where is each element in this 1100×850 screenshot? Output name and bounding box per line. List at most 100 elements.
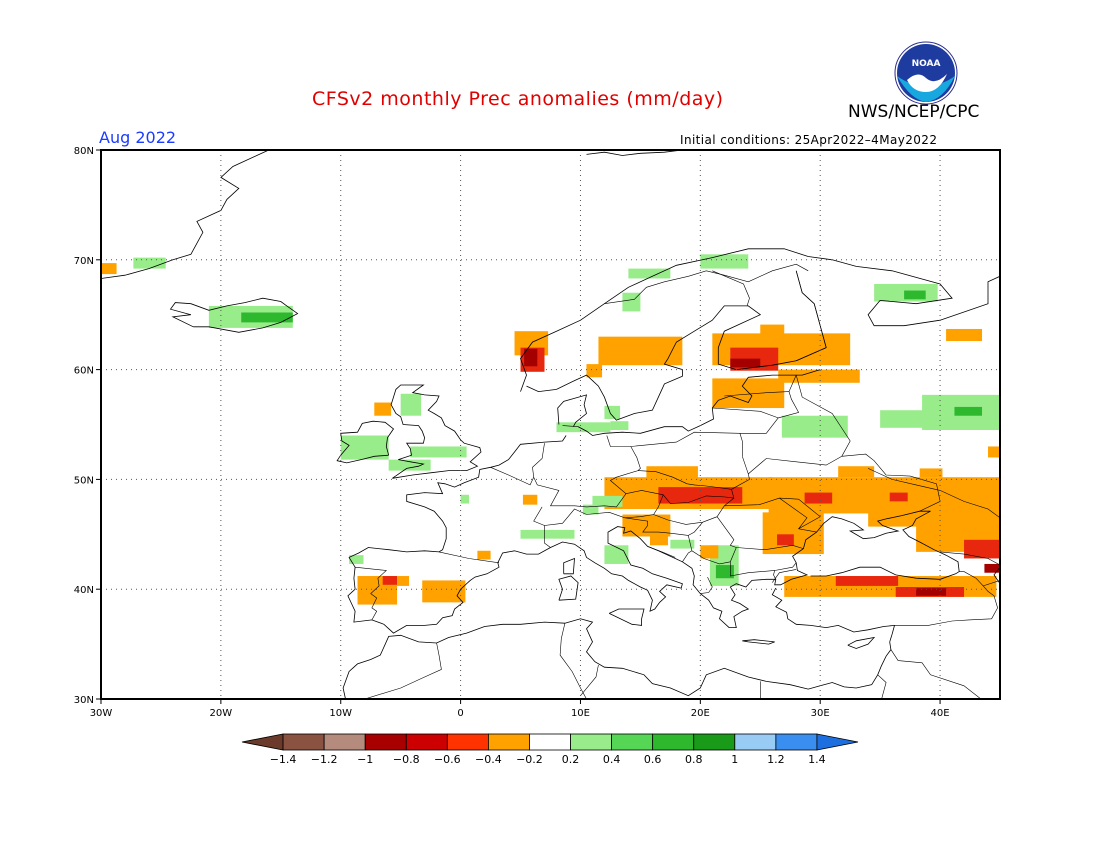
colorbar-swatch [734, 733, 777, 751]
colorbar-label: 0.2 [562, 753, 580, 766]
country-border [604, 263, 809, 304]
country-border [894, 571, 998, 626]
colorbar-swatch [570, 733, 612, 751]
coastline-segment [563, 557, 575, 575]
anomaly-cell-orange [919, 468, 943, 478]
country-border [940, 551, 1000, 566]
initial-conditions: Initial conditions: 25Apr2022–4May2022 [680, 133, 938, 147]
lon-tick-label: 10E [571, 708, 590, 719]
anomaly-cell-orange [712, 378, 785, 409]
anomaly-cell-orange [374, 402, 392, 416]
colorbar-label: −1.2 [311, 753, 338, 766]
anomaly-cell-red [777, 534, 794, 546]
coastline-segment [101, 150, 269, 279]
anomaly-cell-orange [988, 446, 1000, 458]
country-border [647, 546, 676, 558]
map-frame [100, 149, 1001, 700]
colorbar-label: −1 [357, 753, 373, 766]
anomaly-cell-orange [868, 512, 923, 527]
country-border [700, 576, 713, 594]
country-border [562, 425, 587, 432]
coastline-segment [558, 575, 579, 601]
country-border [772, 569, 797, 583]
lon-tick-label: 20W [210, 708, 233, 719]
anomaly-cell-lightgreen [610, 421, 629, 430]
noaa-logo-icon: NOAA [894, 41, 958, 105]
country-border [731, 456, 750, 490]
lat-tick-label: 70N [74, 256, 94, 267]
colorbar-swatch [405, 733, 448, 751]
anomaly-cell-green [954, 406, 983, 416]
colorbar-swatch [282, 733, 325, 751]
anomaly-cell-green [715, 565, 734, 579]
colorbar-swatch [652, 733, 695, 751]
country-border [748, 453, 941, 512]
country-border [544, 494, 664, 548]
country-border [355, 566, 387, 621]
country-border [364, 642, 442, 699]
anomaly-cell-orange [838, 466, 875, 478]
anomaly-cell-orange [760, 324, 785, 337]
anomaly-cell-orange [477, 550, 491, 560]
colorbar-swatch [611, 733, 654, 751]
anomaly-cell-orange [946, 328, 983, 342]
coastline-segment [771, 587, 896, 643]
coastline-segment [577, 369, 821, 436]
country-border [580, 664, 599, 696]
lat-tick-label: 50N [74, 475, 94, 486]
anomaly-cell-red [382, 576, 398, 585]
anomaly-cell-lightgreen [582, 504, 599, 515]
anomaly-cell-darkred [730, 358, 761, 368]
colorbar: −1.4 −1.2 −1 −0.8 −0.6 −0.4 −0.2 0.2 0.4 0.6 0.8 1 1… [241, 733, 859, 766]
country-border [877, 674, 887, 699]
anomaly-cell-lightgreen [349, 555, 364, 564]
colorbar-label: 0.4 [603, 753, 621, 766]
anomaly-cell-lightgreen [700, 254, 749, 269]
anomaly-cell-orange [700, 545, 719, 559]
lat-tick-label: 40N [74, 585, 94, 596]
anomaly-cell-lightgreen [400, 393, 422, 416]
anomaly-cell-orange [646, 466, 698, 480]
coastline-segment [742, 639, 775, 645]
colorbar-label: 1.4 [808, 753, 826, 766]
colorbar-label: 0.6 [644, 753, 662, 766]
lat-tick-label: 60N [74, 366, 94, 377]
country-border [682, 550, 693, 562]
colorbar-swatch [364, 733, 407, 751]
colorbar-label: 1.2 [767, 753, 785, 766]
anomaly-cell-darkred [524, 348, 538, 367]
colorbar-swatch [529, 733, 571, 751]
coastline-segment [169, 297, 299, 333]
country-border [438, 551, 500, 564]
country-border [630, 431, 743, 457]
anomaly-cell-orange [649, 534, 668, 546]
anomaly-cell-lightgreen [604, 405, 621, 420]
colorbar-label: 0.8 [685, 753, 703, 766]
country-border [559, 623, 587, 699]
coastline-segment [520, 248, 1000, 392]
colorbar-arrow-left [241, 733, 284, 751]
forecast-month: Aug 2022 [99, 128, 177, 147]
anomaly-cell-red [889, 492, 908, 502]
colorbar-swatch [446, 733, 489, 751]
colorbar-label: −0.8 [393, 753, 420, 766]
anomaly-cell-lightgreen [880, 410, 941, 428]
anomaly-cell-green [241, 312, 293, 323]
anomaly-cell-orange [101, 263, 117, 275]
anomaly-cell-lightgreen [781, 415, 848, 438]
lat-tick-label: 80N [74, 146, 94, 157]
colorbar-swatch [487, 733, 530, 751]
anomaly-cell-lightgreen [604, 545, 629, 564]
coastline-segment [406, 435, 567, 553]
anomaly-cell-lightgreen [670, 539, 695, 549]
colorbar-label: 1 [731, 753, 738, 766]
coastline-segment [342, 618, 892, 699]
lon-tick-label: 30W [90, 708, 113, 719]
country-border [774, 562, 797, 571]
colorbar-label: −1.4 [270, 753, 297, 766]
coastline-segment [609, 608, 645, 626]
country-border [795, 270, 827, 362]
country-border [779, 497, 817, 533]
anomaly-cell-lightgreen [592, 495, 623, 507]
